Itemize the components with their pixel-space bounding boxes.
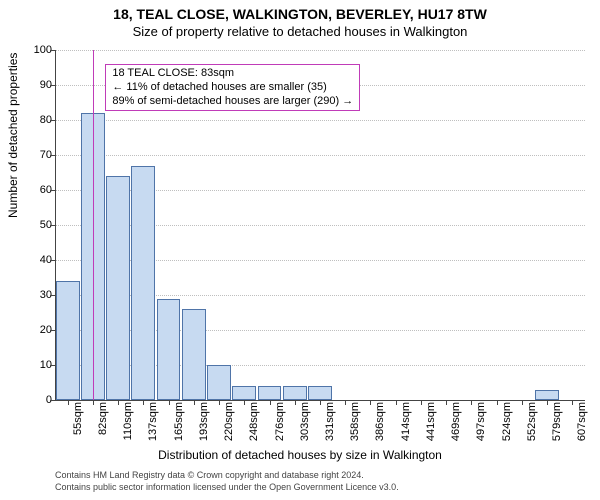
x-tick-mark <box>118 400 119 405</box>
y-tick-label: 20 <box>12 324 52 336</box>
x-tick-mark <box>68 400 69 405</box>
y-tick-mark <box>50 330 55 331</box>
y-tick-label: 50 <box>12 219 52 231</box>
y-tick-mark <box>50 295 55 296</box>
y-tick-mark <box>50 260 55 261</box>
x-tick-mark <box>396 400 397 405</box>
x-tick-mark <box>194 400 195 405</box>
footer-attr-1: Contains HM Land Registry data © Crown c… <box>55 470 364 480</box>
y-tick-label: 70 <box>12 149 52 161</box>
x-tick-mark <box>169 400 170 405</box>
y-tick-mark <box>50 365 55 366</box>
x-tick-label: 165sqm <box>173 402 185 441</box>
y-tick-mark <box>50 190 55 191</box>
x-tick-label: 441sqm <box>425 402 437 441</box>
x-tick-label: 248sqm <box>248 402 260 441</box>
x-tick-label: 469sqm <box>450 402 462 441</box>
footer-attr-2: Contains public sector information licen… <box>55 482 399 492</box>
title-subtitle: Size of property relative to detached ho… <box>0 24 600 39</box>
x-tick-label: 110sqm <box>122 402 134 440</box>
y-tick-label: 30 <box>12 289 52 301</box>
y-tick-mark <box>50 50 55 51</box>
x-tick-mark <box>270 400 271 405</box>
annotation-line2: ← 11% of detached houses are smaller (35… <box>112 81 353 95</box>
y-tick-label: 0 <box>12 394 52 406</box>
histogram-bar <box>535 390 559 401</box>
x-tick-label: 579sqm <box>551 402 563 441</box>
x-tick-mark <box>547 400 548 405</box>
x-tick-mark <box>219 400 220 405</box>
x-tick-mark <box>522 400 523 405</box>
x-tick-label: 220sqm <box>223 402 235 441</box>
y-tick-mark <box>50 155 55 156</box>
x-tick-label: 82sqm <box>97 402 109 435</box>
x-tick-label: 276sqm <box>274 402 286 441</box>
histogram-bar <box>182 309 206 400</box>
marker-line <box>93 50 94 400</box>
y-tick-label: 80 <box>12 114 52 126</box>
x-tick-mark <box>244 400 245 405</box>
y-tick-label: 90 <box>12 79 52 91</box>
y-tick-mark <box>50 400 55 401</box>
x-tick-label: 303sqm <box>299 402 311 441</box>
y-tick-label: 60 <box>12 184 52 196</box>
x-tick-mark <box>345 400 346 405</box>
chart-container: 18, TEAL CLOSE, WALKINGTON, BEVERLEY, HU… <box>0 0 600 500</box>
x-tick-mark <box>572 400 573 405</box>
y-tick-mark <box>50 225 55 226</box>
x-tick-label: 137sqm <box>147 402 159 441</box>
x-tick-label: 607sqm <box>576 402 588 441</box>
histogram-bar <box>232 386 256 400</box>
x-tick-mark <box>93 400 94 405</box>
y-tick-mark <box>50 120 55 121</box>
annotation-line3: 89% of semi-detached houses are larger (… <box>112 95 353 109</box>
x-tick-label: 331sqm <box>324 402 336 441</box>
x-tick-label: 386sqm <box>374 402 386 441</box>
x-tick-mark <box>471 400 472 405</box>
title-address: 18, TEAL CLOSE, WALKINGTON, BEVERLEY, HU… <box>0 6 600 22</box>
histogram-bar <box>308 386 332 400</box>
histogram-bar <box>56 281 80 400</box>
x-axis-label: Distribution of detached houses by size … <box>0 448 600 462</box>
x-tick-mark <box>320 400 321 405</box>
y-tick-label: 40 <box>12 254 52 266</box>
x-tick-label: 552sqm <box>526 402 538 441</box>
grid-line <box>55 50 585 51</box>
x-tick-mark <box>446 400 447 405</box>
x-tick-label: 55sqm <box>72 402 84 435</box>
histogram-bar <box>207 365 231 400</box>
grid-line <box>55 120 585 121</box>
x-tick-label: 497sqm <box>475 402 487 441</box>
x-tick-label: 358sqm <box>349 402 361 441</box>
x-tick-mark <box>497 400 498 405</box>
x-tick-label: 414sqm <box>400 402 412 441</box>
grid-line <box>55 155 585 156</box>
y-tick-label: 10 <box>12 359 52 371</box>
x-tick-mark <box>421 400 422 405</box>
histogram-bar <box>283 386 307 400</box>
x-tick-mark <box>295 400 296 405</box>
x-tick-label: 193sqm <box>198 402 210 441</box>
annotation-box: 18 TEAL CLOSE: 83sqm ← 11% of detached h… <box>105 64 360 111</box>
x-tick-label: 524sqm <box>501 402 513 441</box>
y-tick-label: 100 <box>12 44 52 56</box>
histogram-bar <box>258 386 282 400</box>
y-tick-mark <box>50 85 55 86</box>
histogram-bar <box>157 299 181 401</box>
annotation-line1: 18 TEAL CLOSE: 83sqm <box>112 67 353 81</box>
y-axis-line <box>55 50 56 400</box>
histogram-bar <box>106 176 130 400</box>
histogram-bar <box>131 166 155 401</box>
x-tick-mark <box>370 400 371 405</box>
x-tick-mark <box>143 400 144 405</box>
